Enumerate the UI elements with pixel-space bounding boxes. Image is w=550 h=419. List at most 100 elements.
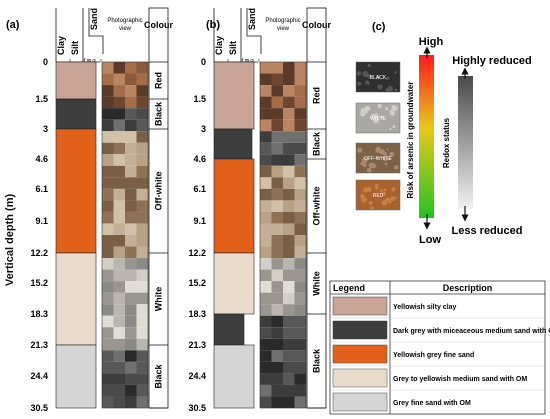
- photo-tile: [113, 85, 125, 97]
- sample-grain: [379, 189, 383, 193]
- photo-tile: [125, 119, 137, 132]
- photo-tile: [113, 258, 125, 270]
- photo-tile: [136, 361, 148, 374]
- legend-swatch: [332, 296, 388, 316]
- sample-grain: [375, 75, 381, 80]
- photo-tile: [136, 108, 148, 120]
- colour-zone-label: Black: [154, 101, 164, 126]
- photo-tile: [283, 269, 295, 282]
- photo-tile: [260, 223, 272, 235]
- sample-grain: [357, 81, 362, 86]
- photo-tile: [113, 304, 125, 316]
- depth-label: 21.3: [188, 340, 206, 350]
- photo-tile: [102, 361, 114, 374]
- photo-tile: [125, 373, 137, 385]
- photo-tile: [283, 281, 295, 293]
- lithology-layer: [55, 98, 97, 130]
- depth-label: 12.2: [188, 248, 206, 258]
- photo-tile: [125, 154, 137, 166]
- photo-tile: [294, 235, 306, 247]
- photo-tile: [271, 85, 283, 97]
- redox-bar: [458, 76, 473, 209]
- photo-tile: [113, 211, 125, 224]
- lithology-layer: [213, 61, 255, 130]
- photo-tile: [125, 62, 137, 74]
- photo-tile: [271, 246, 283, 259]
- photo-tile: [125, 384, 137, 397]
- lithology-layer: [55, 61, 97, 100]
- photo-tile: [260, 200, 272, 212]
- photo-tile: [294, 119, 306, 132]
- legend-description: Yellowish silty clay: [393, 304, 457, 311]
- depth-label: 6.1: [193, 184, 206, 194]
- photo-tile: [125, 292, 137, 305]
- sample-grain: [391, 187, 396, 192]
- sample-grain: [394, 165, 399, 170]
- colour-zone-label: White: [312, 271, 322, 296]
- photo-tile: [102, 292, 114, 305]
- photo-tile: [271, 350, 283, 362]
- photo-tile: [283, 73, 295, 86]
- photo-tile: [136, 62, 148, 74]
- photo-tile: [271, 154, 283, 166]
- photo-tile: [136, 211, 148, 224]
- photo-tile: [125, 281, 137, 293]
- photo-tile: [294, 246, 306, 259]
- sample-grain: [366, 81, 370, 85]
- photo-tile: [294, 338, 306, 351]
- photo-tile: [125, 258, 137, 270]
- photo-tile: [102, 350, 114, 362]
- photo-tile: [294, 96, 306, 109]
- sample-grain: [371, 163, 377, 169]
- sample-grain: [362, 71, 369, 77]
- sample-grain: [362, 163, 367, 168]
- lithology-layer: [55, 252, 97, 346]
- photo-tile: [113, 327, 125, 339]
- photo-tile: [294, 62, 306, 74]
- legend-description: Grey fine sand with OM: [393, 400, 471, 407]
- photo-tile: [125, 165, 137, 178]
- sample-grain: [394, 71, 397, 74]
- photo-tile: [136, 200, 148, 212]
- photo-tile: [283, 258, 295, 270]
- photo-tile: [136, 315, 148, 328]
- sample-grain: [360, 161, 364, 165]
- sample-grain: [386, 156, 391, 161]
- depth-label: 18.3: [30, 309, 48, 319]
- photo-tile: [283, 85, 295, 97]
- photo-tile: [136, 269, 148, 282]
- sample-grain: [373, 117, 379, 124]
- photo-tile: [125, 246, 137, 259]
- photo-tile: [283, 315, 295, 328]
- photo-tile: [136, 235, 148, 247]
- depth-label: 15.2: [188, 278, 206, 288]
- photo-tile: [271, 338, 283, 351]
- photo-tile: [113, 338, 125, 351]
- sample-grain: [367, 74, 372, 79]
- legend-swatch: [332, 368, 388, 388]
- sample-grain: [377, 146, 381, 150]
- photo-tile: [260, 165, 272, 178]
- lithology-layer: [213, 158, 255, 254]
- sample-label: BLACK: [370, 75, 387, 81]
- photo-tile: [283, 338, 295, 351]
- photo-tile: [294, 361, 306, 374]
- photo-tile: [102, 85, 114, 97]
- photo-tile: [294, 384, 306, 397]
- photo-tile: [136, 223, 148, 235]
- panel-c: (c) BLACK WHITE OFF-WHITE RED High Low Risk of …: [355, 21, 532, 246]
- sample-grain: [390, 196, 396, 202]
- header-sand: Sand: [247, 8, 257, 30]
- photo-tile: [113, 223, 125, 235]
- photo-tile: [260, 62, 272, 74]
- photo-tile: [125, 131, 137, 143]
- photo-tile: [136, 73, 148, 86]
- photo-frame: [259, 61, 307, 409]
- photo-tile: [136, 142, 148, 155]
- photo-tile: [125, 327, 137, 339]
- photo-tile: [283, 119, 295, 132]
- photo-tile: [102, 188, 114, 201]
- photo-tile: [294, 258, 306, 270]
- photo-tile: [102, 223, 114, 235]
- sample-grain: [394, 88, 398, 92]
